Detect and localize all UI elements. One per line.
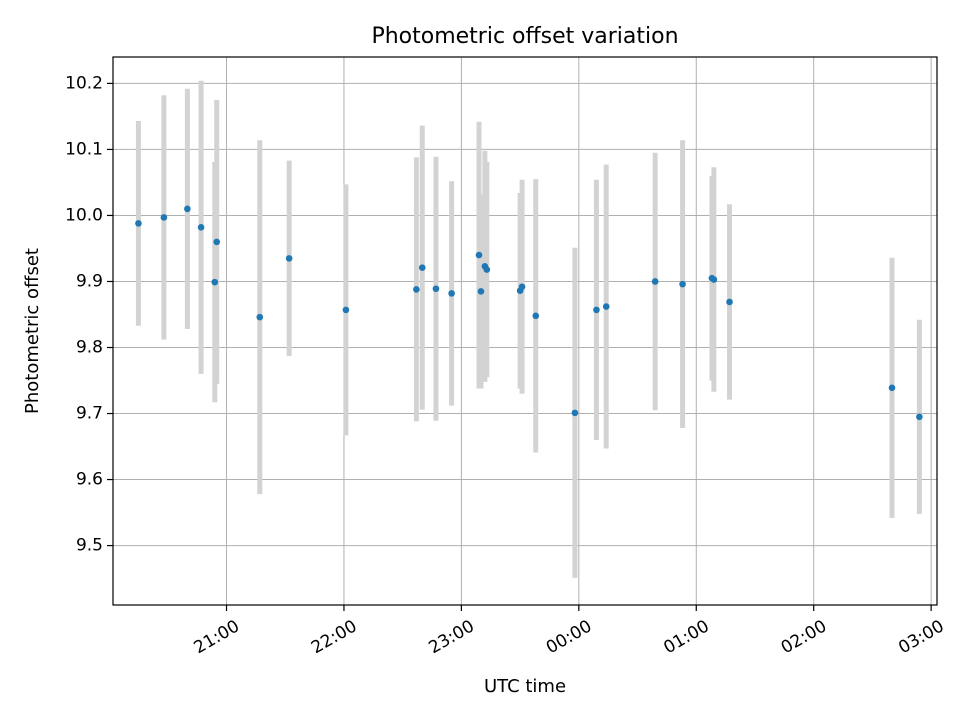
- data-point: [532, 312, 540, 320]
- data-point: [593, 306, 600, 314]
- data-point: [448, 290, 455, 297]
- y-tick-label: 9.6: [76, 470, 103, 490]
- data-point: [710, 276, 718, 283]
- y-tick-label: 10.2: [65, 73, 103, 93]
- data-point: [679, 280, 686, 288]
- y-tick-label: 9.5: [76, 536, 103, 556]
- data-point: [184, 205, 191, 213]
- y-tick-label: 10.0: [65, 205, 103, 225]
- data-point: [413, 286, 420, 293]
- data-point: [213, 238, 221, 246]
- data-point: [432, 285, 440, 293]
- grid-layer: [113, 57, 937, 605]
- y-tick-label: 9.7: [76, 404, 103, 424]
- y-tick-label: 9.9: [76, 271, 103, 291]
- data-point: [916, 413, 923, 421]
- chart-title: Photometric offset variation: [371, 24, 678, 49]
- data-point: [518, 283, 526, 291]
- data-point: [285, 255, 293, 262]
- point-layer: [135, 205, 923, 421]
- y-axis-label: Photometric offset: [22, 248, 43, 414]
- data-point: [475, 251, 483, 259]
- data-point: [135, 220, 142, 227]
- data-point: [211, 278, 219, 286]
- data-point: [726, 298, 733, 306]
- data-point: [160, 214, 168, 221]
- data-point: [571, 409, 579, 417]
- y-tick-label: 9.8: [76, 338, 103, 358]
- data-point: [602, 303, 610, 310]
- x-axis-label: UTC time: [484, 676, 566, 697]
- data-point: [418, 264, 426, 271]
- data-point: [197, 224, 205, 231]
- data-point: [342, 306, 350, 314]
- data-point: [651, 278, 659, 285]
- y-tick-label: 10.1: [65, 139, 103, 159]
- data-point: [477, 288, 485, 295]
- data-point: [888, 384, 896, 392]
- plot-frame: [112, 56, 938, 606]
- data-point: [483, 266, 491, 273]
- data-point: [256, 313, 264, 321]
